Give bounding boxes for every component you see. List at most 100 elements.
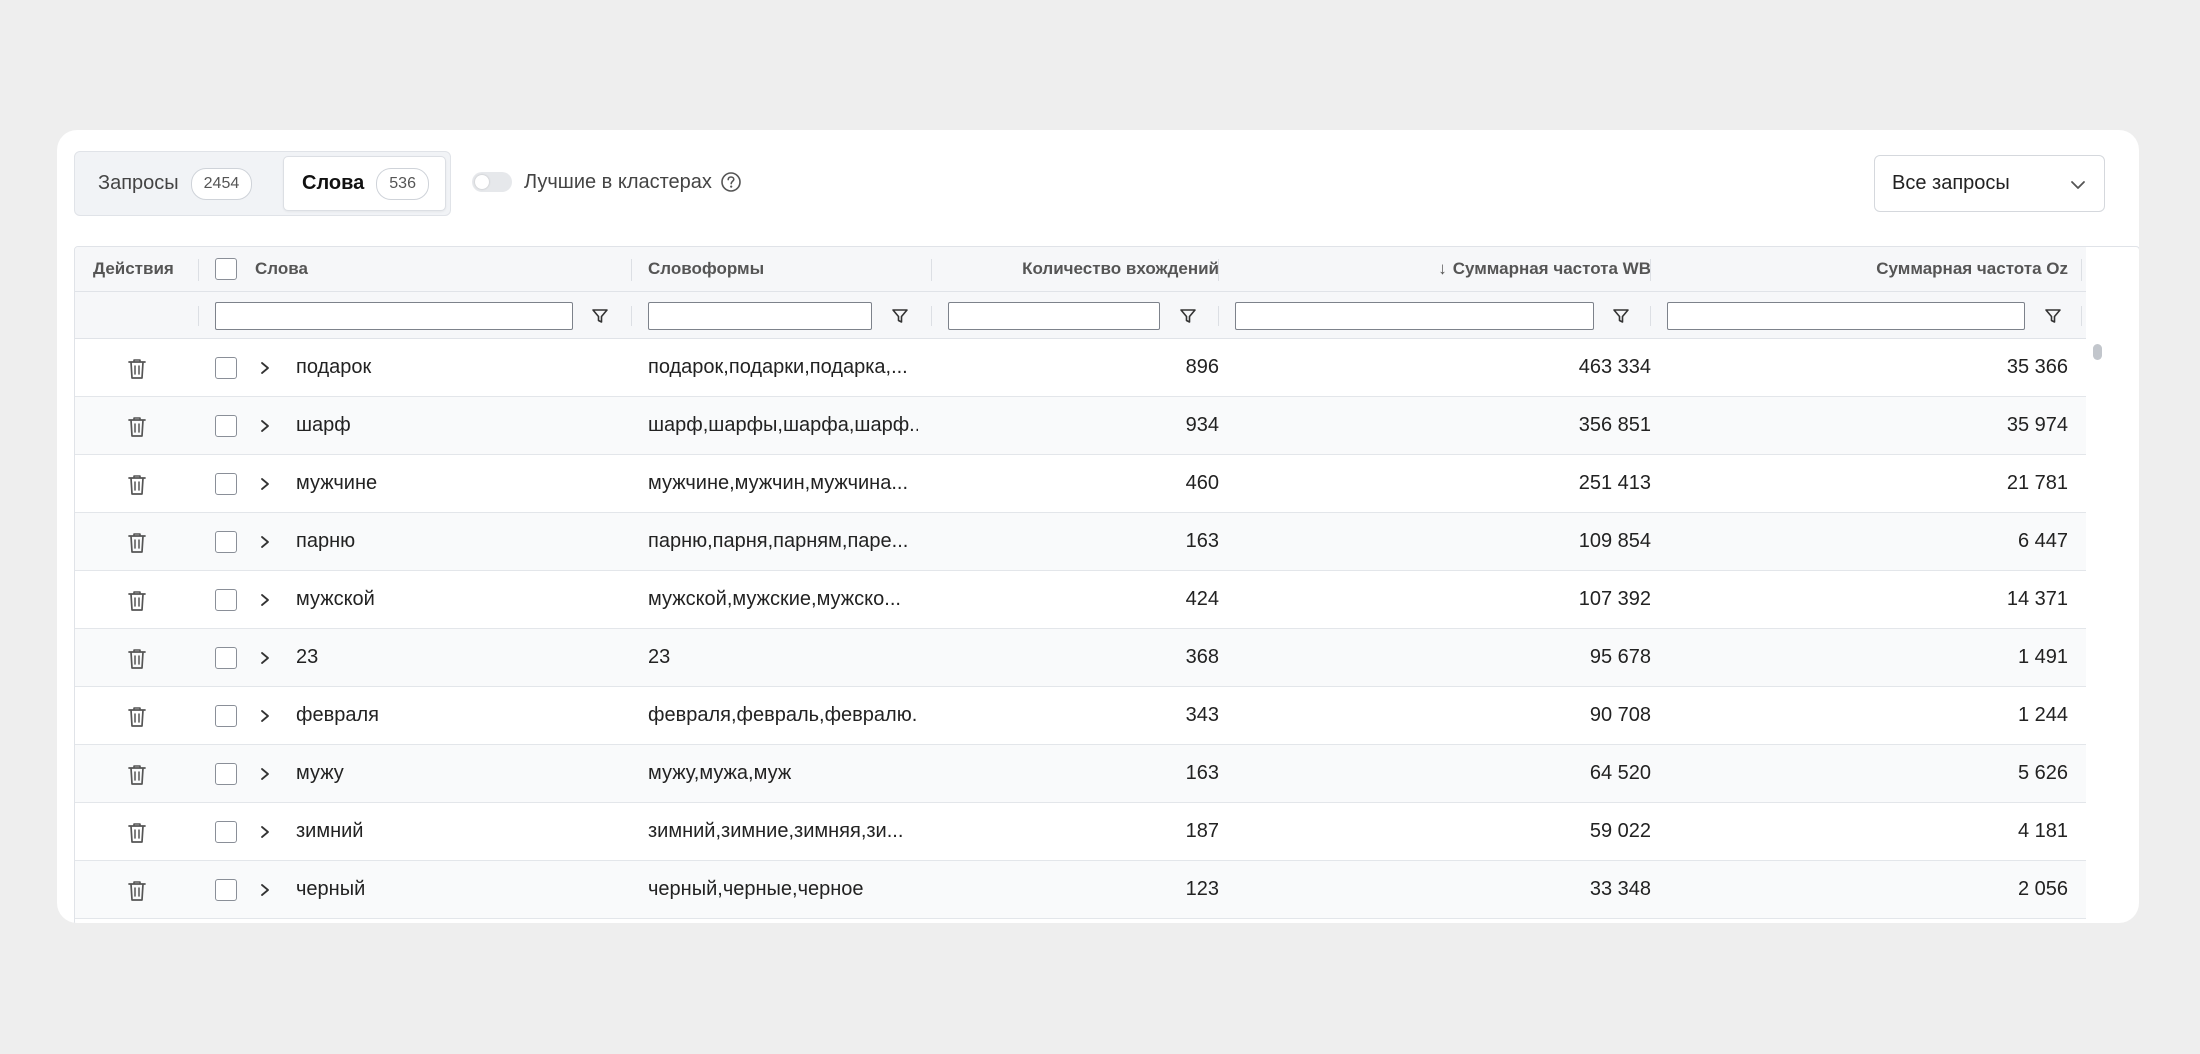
row-checkbox[interactable] (215, 705, 237, 727)
row-checkbox[interactable] (215, 821, 237, 843)
trash-icon[interactable] (126, 879, 148, 903)
column-divider (631, 259, 632, 281)
row-checkbox[interactable] (215, 415, 237, 437)
oz-frequency-cell: 1 244 (2017, 704, 2068, 726)
oz-frequency-cell: 4 181 (2017, 820, 2068, 842)
forms-cell: парню,парня,парням,паре... (648, 530, 909, 552)
words-filter-icon[interactable] (591, 307, 609, 325)
words-panel: Запросы 2454 Слова 536 Лучшие в кластера… (57, 130, 2139, 923)
row-checkbox[interactable] (215, 531, 237, 553)
table-header: Действия Слова Словоформы Количество вхо… (75, 247, 2086, 339)
column-divider (2081, 306, 2082, 326)
count-cell: 424 (1185, 588, 1219, 610)
word-cell: мужу (296, 762, 344, 784)
table-scrollbar[interactable] (2089, 339, 2105, 923)
chevron-right-icon[interactable] (256, 764, 274, 784)
chevron-right-icon[interactable] (256, 648, 274, 668)
trash-icon[interactable] (126, 473, 148, 497)
tab-requests-label: Запросы (98, 172, 179, 194)
wb-filter-icon[interactable] (1612, 307, 1630, 325)
chevron-right-icon[interactable] (256, 474, 274, 494)
forms-filter-icon[interactable] (891, 307, 909, 325)
header-wb-cell[interactable]: ↓ Суммарная частота WB (1235, 247, 1651, 291)
oz-frequency-cell: 35 366 (2006, 356, 2068, 378)
trash-icon[interactable] (126, 647, 148, 671)
row-checkbox[interactable] (215, 357, 237, 379)
word-cell: мужчине (296, 472, 378, 494)
wb-frequency-cell: 64 520 (1589, 762, 1651, 784)
forms-filter-input[interactable] (648, 302, 872, 330)
oz-filter-icon[interactable] (2044, 307, 2062, 325)
tab-words[interactable]: Слова 536 (283, 156, 446, 211)
request-filter-select[interactable]: Все запросы (1874, 155, 2105, 212)
trash-icon[interactable] (126, 705, 148, 729)
chevron-right-icon[interactable] (256, 358, 274, 378)
table-row: мужской мужской,мужские,мужско... 424 10… (75, 571, 2086, 629)
forms-cell: мужчине,мужчин,мужчина... (648, 472, 908, 494)
filter-row (75, 292, 2086, 339)
trash-icon[interactable] (126, 531, 148, 555)
column-divider (1218, 306, 1219, 326)
wb-frequency-cell: 90 708 (1589, 704, 1651, 726)
oz-frequency-cell: 14 371 (2006, 588, 2068, 610)
chevron-right-icon[interactable] (256, 822, 274, 842)
count-cell: 187 (1185, 820, 1219, 842)
chevron-right-icon[interactable] (256, 416, 274, 436)
count-cell: 123 (1185, 878, 1219, 900)
table-row: шарф шарф,шарфы,шарфа,шарф... 934 356 85… (75, 397, 2086, 455)
header-words-cell: Слова (215, 247, 308, 291)
chevron-right-icon[interactable] (256, 590, 274, 610)
trash-icon[interactable] (126, 763, 148, 787)
wb-frequency-cell: 109 854 (1578, 530, 1651, 552)
forms-cell: мужской,мужские,мужско... (648, 588, 901, 610)
select-all-checkbox[interactable] (215, 258, 237, 280)
scrollbar-thumb[interactable] (2093, 344, 2102, 360)
table-row: зимний зимний,зимние,зимняя,зи... 187 59… (75, 803, 2086, 861)
count-cell: 343 (1185, 704, 1219, 726)
row-checkbox[interactable] (215, 879, 237, 901)
header-count[interactable]: Количество вхождений (1022, 259, 1219, 278)
count-filter-input[interactable] (948, 302, 1160, 330)
oz-filter-input[interactable] (1667, 302, 2025, 330)
column-divider (2081, 259, 2082, 281)
column-divider (931, 306, 932, 326)
row-checkbox[interactable] (215, 647, 237, 669)
tab-words-label: Слова (302, 172, 365, 194)
trash-icon[interactable] (126, 357, 148, 381)
header-oz[interactable]: Суммарная частота Oz (1876, 259, 2068, 278)
count-cell: 163 (1185, 530, 1219, 552)
trash-icon[interactable] (126, 589, 148, 613)
tab-words-count: 536 (376, 167, 429, 200)
request-filter-value: Все запросы (1892, 172, 2010, 194)
forms-cell: мужу,мужа,муж (648, 762, 792, 784)
table-row: парню парню,парня,парням,паре... 163 109… (75, 513, 2086, 571)
best-in-clusters-toggle[interactable] (472, 172, 512, 192)
column-divider (1218, 259, 1219, 281)
chevron-right-icon[interactable] (256, 532, 274, 552)
wb-filter-input[interactable] (1235, 302, 1594, 330)
trash-icon[interactable] (126, 415, 148, 439)
chevron-right-icon[interactable] (256, 880, 274, 900)
words-table: Действия Слова Словоформы Количество вхо… (74, 246, 2139, 923)
word-cell: зимний (296, 820, 364, 842)
chevron-right-icon[interactable] (256, 706, 274, 726)
tab-requests[interactable]: Запросы 2454 (79, 156, 279, 211)
oz-frequency-cell: 5 626 (2017, 762, 2068, 784)
wb-frequency-cell: 95 678 (1589, 646, 1651, 668)
header-wb: Суммарная частота WB (1452, 259, 1651, 278)
table-row: подарок подарок,подарки,подарка,... 896 … (75, 339, 2086, 397)
header-words[interactable]: Слова (255, 259, 308, 278)
header-forms[interactable]: Словоформы (648, 259, 765, 278)
count-filter-icon[interactable] (1179, 307, 1197, 325)
header-row: Действия Слова Словоформы Количество вхо… (75, 247, 2086, 292)
row-checkbox[interactable] (215, 763, 237, 785)
row-checkbox[interactable] (215, 589, 237, 611)
trash-icon[interactable] (126, 821, 148, 845)
forms-cell: шарф,шарфы,шарфа,шарф... (648, 414, 918, 436)
wb-frequency-cell: 251 413 (1578, 472, 1651, 494)
row-checkbox[interactable] (215, 473, 237, 495)
forms-cell: 23 (648, 646, 671, 668)
wb-frequency-cell: 463 334 (1578, 356, 1651, 378)
words-filter-input[interactable] (215, 302, 573, 330)
help-icon[interactable] (720, 171, 742, 193)
